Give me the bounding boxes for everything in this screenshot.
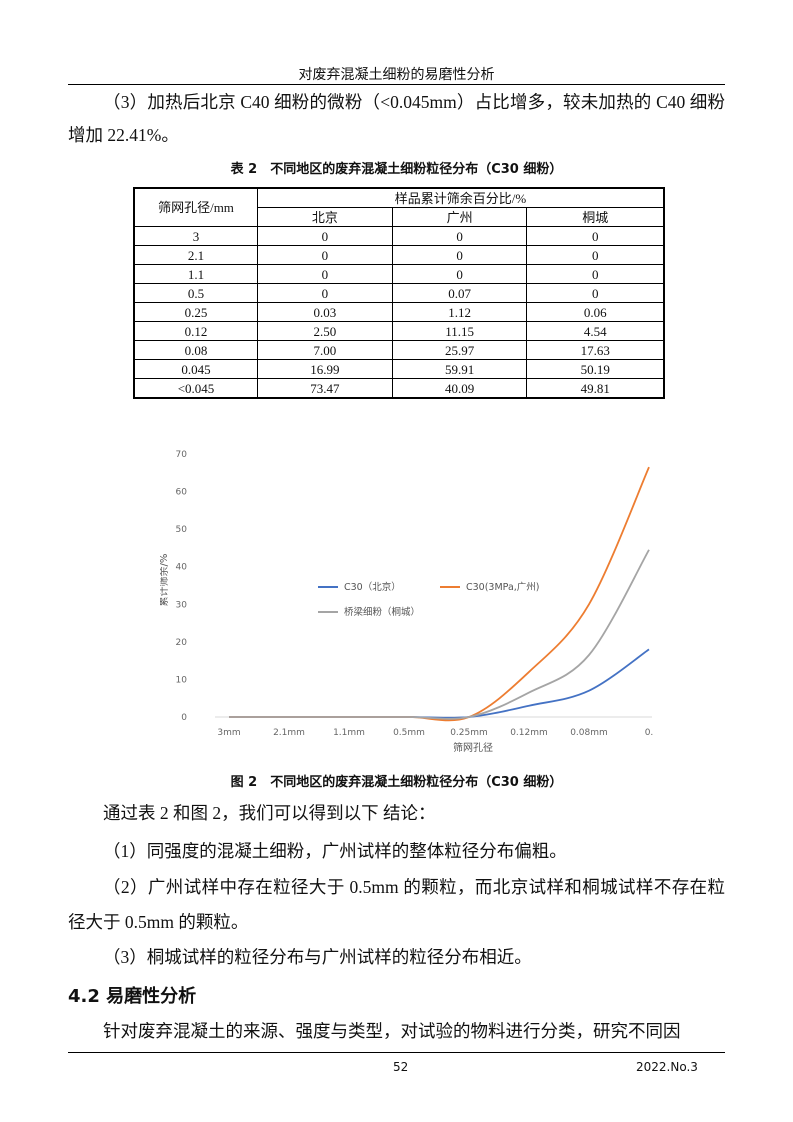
table-cell: 0 — [257, 283, 393, 303]
y-tick-label: 30 — [176, 600, 188, 610]
section-heading: 4.2 易磨性分析 — [68, 986, 197, 1007]
footer-rule — [68, 1052, 725, 1053]
table-cell: 0.045 — [133, 359, 258, 379]
table-cell: 25.97 — [391, 340, 528, 360]
table-row: 0.045 16.99 59.91 50.19 — [133, 359, 665, 379]
data-table: 筛网孔径/mm 样品累计筛余百分比/% 北京 广州 桐城 3 0 0 0 2.1 0 0 0 1.1 0 0 0… — [133, 187, 665, 399]
table-cell: 广州 — [391, 207, 528, 227]
table-cell: 0.25 — [133, 302, 258, 322]
series-line — [229, 466, 650, 722]
table-cell: 0.07 — [391, 283, 528, 303]
table-cell: 0.12 — [133, 321, 258, 341]
table-cell: 0 — [391, 264, 528, 284]
paragraph: 通过表 2 和图 2，我们可以得到以下 结论： — [103, 803, 436, 823]
table-cell: 0 — [526, 264, 665, 284]
x-axis-title: 筛网孔径 — [453, 741, 493, 754]
x-tick-label: 0.5mm — [393, 728, 425, 738]
table-cell: 2.50 — [257, 321, 393, 341]
figure-caption: 图 2 不同地区的废弃混凝土细粉粒径分布（C30 细粉） — [230, 775, 563, 790]
table-cell: 3 — [133, 226, 258, 246]
table-row: 筛网孔径/mm 样品累计筛余百分比/% — [133, 187, 665, 227]
table-cell: 筛网孔径/mm — [133, 187, 258, 227]
table-cell: 7.00 — [257, 340, 393, 360]
table-cell: 0 — [526, 245, 665, 265]
table-cell: 49.81 — [526, 378, 665, 399]
table-row: <0.045 73.47 40.09 49.81 — [133, 378, 665, 399]
table-cell: 17.63 — [526, 340, 665, 360]
y-tick-label: 10 — [176, 675, 188, 685]
x-tick-label: 0.08mm — [570, 728, 608, 738]
y-tick-label: 40 — [176, 563, 188, 573]
table-row: 0.08 7.00 25.97 17.63 — [133, 340, 665, 360]
issue: 2022.No.3 — [636, 1060, 698, 1074]
table-cell: 0.03 — [257, 302, 393, 322]
table-cell: 0 — [257, 226, 393, 246]
legend-label: 桥梁细粉（桐城） — [344, 606, 420, 618]
chart: 0 10 20 30 40 50 60 70 3mm 2.1mm 1.1mm 0.5mm 0.25mm 0… — [160, 450, 654, 754]
table-cell: 0 — [257, 264, 393, 284]
table-cell: 2.1 — [133, 245, 258, 265]
x-tick-label: 0. — [645, 728, 654, 738]
y-tick-label: 70 — [176, 450, 188, 460]
legend-label: C30（北京） — [344, 581, 401, 593]
table-cell: 0.08 — [133, 340, 258, 360]
table-row: 1.1 0 0 0 — [133, 264, 665, 284]
table-cell: 50.19 — [526, 359, 665, 379]
table-row: 2.1 0 0 0 — [133, 245, 665, 265]
paragraph: （1）同强度的混凝土细粉，广州试样的整体粒径分布偏粗。 — [103, 841, 567, 861]
table-cell: 59.91 — [391, 359, 528, 379]
table-cell: 0 — [391, 226, 528, 246]
paragraph: （3）桐城试样的粒径分布与广州试样的粒径分布相近。 — [103, 947, 532, 967]
table-cell: 0 — [526, 283, 665, 303]
table-cell: 4.54 — [526, 321, 665, 341]
y-tick-label: 0 — [181, 713, 187, 723]
table-cell: 0 — [257, 245, 393, 265]
table-cell: 16.99 — [257, 359, 393, 379]
table-row: 0.25 0.03 1.12 0.06 — [133, 302, 665, 322]
table-cell: 1.12 — [391, 302, 528, 322]
table-cell: 1.1 — [133, 264, 258, 284]
series-line — [229, 549, 650, 720]
page-number: 52 — [393, 1060, 409, 1074]
y-tick-label: 20 — [176, 638, 188, 648]
table-row: 0.12 2.50 11.15 4.54 — [133, 321, 665, 341]
header-rule — [68, 84, 725, 85]
table-cell: 0.06 — [526, 302, 665, 322]
x-tick-label: 0.25mm — [450, 728, 488, 738]
legend-label: C30(3MPa,广州) — [466, 581, 540, 593]
x-tick-label: 0.12mm — [510, 728, 548, 738]
table-cell: 73.47 — [257, 378, 393, 399]
table-cell: 样品累计筛余百分比/% — [257, 187, 665, 208]
x-tick-label: 2.1mm — [273, 728, 305, 738]
table-cell: 40.09 — [391, 378, 528, 399]
table-caption: 表 2 不同地区的废弃混凝土细粉粒径分布（C30 细粉） — [230, 162, 563, 177]
y-tick-label: 60 — [176, 488, 188, 498]
paragraph: （3）加热后北京 C40 细粉的微粉（<0.045mm）占比增多，较未加热的 C… — [68, 92, 725, 145]
table-cell: 0 — [526, 226, 665, 246]
table-cell: <0.045 — [133, 378, 258, 399]
y-axis-title: 累计筛余/% — [160, 554, 170, 607]
table-cell: 0 — [391, 245, 528, 265]
running-header: 对废弃混凝土细粉的易磨性分析 — [298, 68, 495, 83]
paragraph: 针对废弃混凝土的来源、强度与类型，对试验的物料进行分类，研究不同因 — [103, 1021, 681, 1041]
table-cell: 11.15 — [391, 321, 528, 341]
table-cell: 0.5 — [133, 283, 258, 303]
x-tick-label: 1.1mm — [333, 728, 365, 738]
y-tick-label: 50 — [176, 525, 188, 535]
paragraph: （2）广州试样中存在粒径大于 0.5mm 的颗粒，而北京试样和桐城试样不存在粒径… — [68, 877, 725, 932]
table-cell: 桐城 — [526, 207, 665, 227]
x-tick-label: 3mm — [217, 728, 240, 738]
table-row: 0.5 0 0.07 0 — [133, 283, 665, 303]
table-cell: 北京 — [257, 207, 393, 227]
